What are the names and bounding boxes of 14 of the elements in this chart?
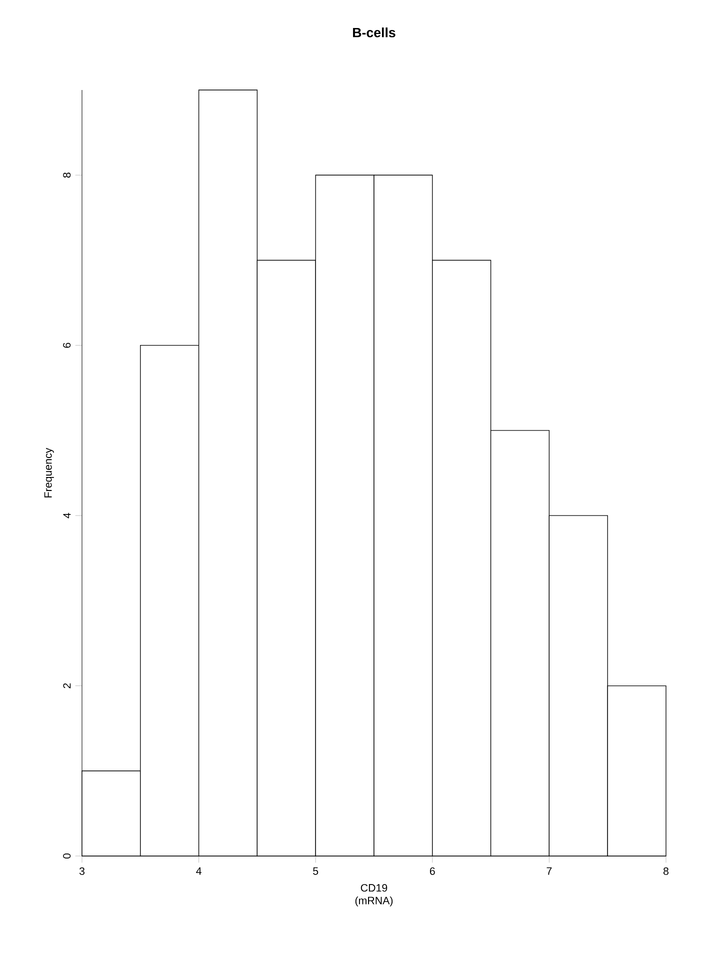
y-tick-label: 4 [63, 512, 71, 518]
y-axis-title: Frequency [44, 448, 54, 498]
y-tick-label: 2 [63, 683, 71, 688]
y-tick-label: 6 [63, 342, 71, 348]
x-tick-label: 8 [663, 867, 668, 875]
x-tick-label: 5 [313, 867, 318, 875]
x-tick-label: 6 [430, 867, 435, 875]
x-tick-label: 7 [546, 867, 552, 875]
x-tick-label: 3 [79, 867, 84, 875]
x-tick-label: 4 [196, 867, 202, 875]
chart-title: B-cells [353, 28, 396, 38]
x-axis-title: CD19 (mRNA) [355, 884, 393, 906]
y-tick-label: 8 [63, 172, 71, 178]
y-tick-label: 0 [63, 853, 71, 859]
